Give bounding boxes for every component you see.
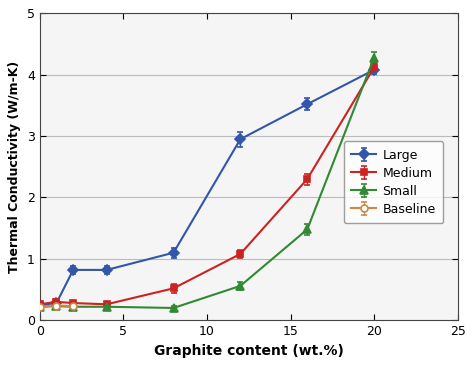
Legend: Large, Medium, Small, Baseline: Large, Medium, Small, Baseline bbox=[344, 141, 443, 223]
Y-axis label: Thermal Conductivity (W/m-K): Thermal Conductivity (W/m-K) bbox=[9, 61, 21, 273]
X-axis label: Graphite content (wt.%): Graphite content (wt.%) bbox=[154, 344, 344, 358]
